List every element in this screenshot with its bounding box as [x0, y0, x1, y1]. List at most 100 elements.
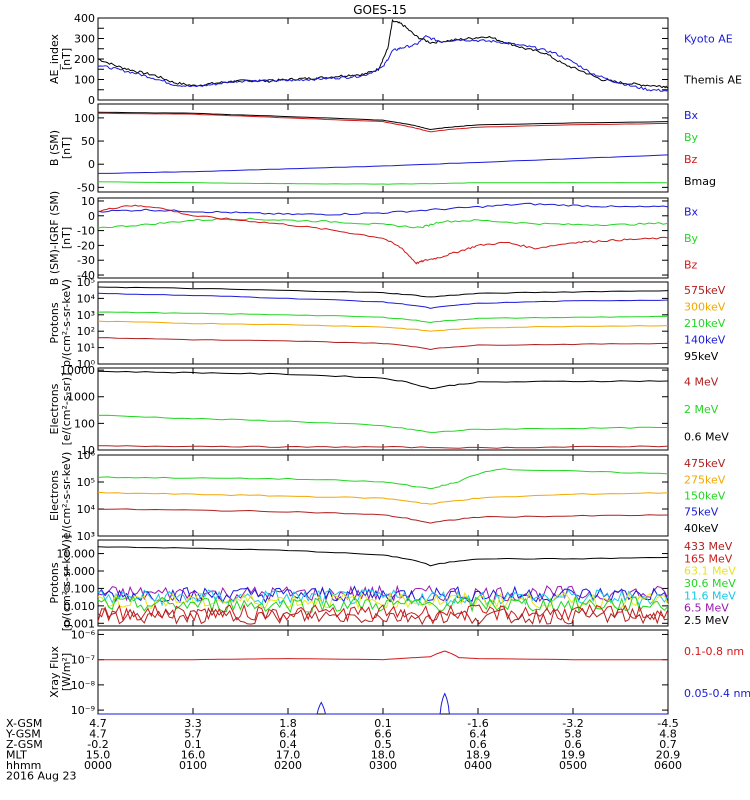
- panel-frame: [97, 103, 669, 193]
- series-11-6-mev: [97, 585, 669, 604]
- legend-label: 11.6 MeV: [684, 589, 736, 602]
- y-axis-label: [e/(cm²-s-sr)]: [60, 373, 73, 446]
- y-axis-label: Protons: [48, 302, 61, 343]
- orbit-value: -1.6: [467, 717, 488, 730]
- y-tick-label: 200: [74, 53, 95, 66]
- legend-label: 433 MeV: [684, 540, 733, 553]
- y-tick-label: 10000: [60, 364, 95, 377]
- y-tick-label: 10⁻⁹: [71, 704, 95, 717]
- orbit-value: 0200: [274, 759, 302, 772]
- series-6-5-mev: [97, 584, 669, 603]
- panel-8: 10⁻⁹ 10⁻⁸ 10⁻⁷ 10⁻⁶ Xray Flux [W/m²] 0.1-0.8 n…: [48, 628, 750, 717]
- series-bz: [97, 112, 668, 133]
- orbit-value: 0500: [559, 759, 587, 772]
- panel-frame: [97, 629, 669, 715]
- y-axis-label: [nT]: [60, 227, 73, 249]
- legend-label: 95keV: [684, 350, 719, 363]
- y-tick-label: 0: [88, 94, 95, 107]
- panel-4: 10⁰ 10¹ 10² 10³ 10⁴ 10⁵ Protons p/(cm²-s-sr-keV…: [48, 276, 726, 371]
- orbit-value: -4.5: [657, 717, 678, 730]
- panel-3: -40 -30 -20-10 0 10 B (SM)-IGRF (SM) [nT] Bx By B…: [48, 191, 699, 285]
- orbit-value: 0.1: [184, 738, 202, 751]
- series-275kev: [97, 491, 669, 505]
- y-tick-label: 10²: [77, 325, 95, 338]
- orbit-value: 20.9: [656, 749, 681, 762]
- y-axis-label: Electrons: [48, 470, 61, 521]
- legend-label: 2.5 MeV: [684, 614, 729, 627]
- y-tick-label: -10: [77, 225, 95, 238]
- y-tick-label: 10: [81, 444, 95, 457]
- orbit-value: 0.7: [659, 738, 677, 751]
- series-bx: [97, 202, 669, 216]
- y-tick-label: 10⁶: [77, 449, 96, 462]
- series-2-5-mev: [97, 546, 669, 567]
- orbit-value: 0400: [464, 759, 492, 772]
- legend-label: 210keV: [684, 317, 726, 330]
- y-axis-label: Electrons: [48, 383, 61, 434]
- legend-label: Bz: [684, 153, 698, 166]
- legend-label: Bmag: [684, 175, 716, 188]
- series-line: [97, 607, 669, 626]
- series-0-1-0-8-nm: [98, 650, 668, 661]
- legend-label: 4 MeV: [684, 376, 719, 389]
- legend-label: 150keV: [684, 490, 726, 503]
- orbit-value: 17.0: [276, 749, 301, 762]
- orbit-value: 16.0: [181, 749, 206, 762]
- orbit-value: 4.7: [89, 717, 107, 730]
- series-433-mev: [97, 603, 669, 623]
- orbit-row-label: hhmm: [6, 759, 41, 772]
- legend-label: 140keV: [684, 333, 726, 346]
- orbit-value: 0.6: [564, 738, 582, 751]
- legend-label: Bx: [684, 205, 699, 218]
- legend-label: Themis AE: [683, 74, 742, 87]
- y-axis-label: p/(cm²-s-sr-keV): [60, 279, 73, 367]
- panel-frame: [97, 539, 669, 627]
- y-tick-label: -40: [77, 269, 95, 282]
- y-tick-label: 10⁴: [77, 292, 96, 305]
- legend-label: Bz: [684, 259, 698, 272]
- series-300kev: [97, 320, 669, 332]
- orbit-row-label: X-GSM: [6, 717, 42, 730]
- orbit-row-label: MLT: [6, 749, 27, 762]
- orbit-value: 0000: [84, 759, 112, 772]
- orbit-value: 6.4: [279, 728, 297, 741]
- panel-6: 10³ 10⁴ 10⁵ 10⁶ Electrons e/(cm²-s-sr-keV) 475…: [48, 449, 726, 543]
- orbit-value: 0100: [179, 759, 207, 772]
- date-label: 2016 Aug 23: [6, 770, 76, 783]
- legend-label: 0.6 MeV: [684, 430, 729, 443]
- series-575kev: [97, 337, 669, 351]
- legend-label: 40keV: [684, 522, 719, 535]
- orbit-value: 0.5: [374, 738, 392, 751]
- y-axis-label: e/(cm²-s-sr-keV): [60, 452, 73, 540]
- legend-label: 6.5 MeV: [684, 602, 729, 615]
- y-tick-label: 0.100: [64, 582, 96, 595]
- y-tick-label: 10⁵: [77, 276, 95, 289]
- orbit-value: 18.9: [466, 749, 491, 762]
- orbit-value: 6.4: [469, 728, 487, 741]
- series-kyoto-ae: [97, 34, 669, 92]
- legend-label: 300keV: [684, 301, 726, 314]
- orbit-value: -0.2: [87, 738, 108, 751]
- y-axis-label: [W/m²]: [60, 653, 73, 691]
- series-150kev: [97, 468, 669, 490]
- panel-frame: [97, 367, 669, 451]
- y-axis-label: [nT]: [60, 48, 73, 70]
- orbit-value: 4.8: [659, 728, 677, 741]
- orbit-value: 0600: [654, 759, 682, 772]
- y-tick-label: 0.001: [64, 617, 96, 630]
- orbit-value: 0.6: [469, 738, 487, 751]
- orbit-value: 1.8: [279, 717, 297, 730]
- orbit-value: 0.1: [374, 717, 392, 730]
- y-tick-label: 10³: [77, 309, 95, 322]
- y-tick-label: 10.000: [57, 548, 96, 561]
- legend-label: 75keV: [684, 506, 719, 519]
- y-tick-label: -30: [77, 254, 95, 267]
- y-tick-label: 0.010: [64, 600, 96, 613]
- panel-5: 10 100 1000 10000 Electrons [e/(cm²-s-sr)] 4 M…: [48, 364, 729, 457]
- series-bmag: [97, 111, 669, 131]
- series-210kev: [97, 311, 669, 324]
- orbit-value: 6.6: [374, 728, 392, 741]
- panel-1: 0 100 200 300 400 AE_index [nT] Kyoto AE Themis …: [48, 12, 742, 107]
- orbit-value: 5.8: [564, 728, 582, 741]
